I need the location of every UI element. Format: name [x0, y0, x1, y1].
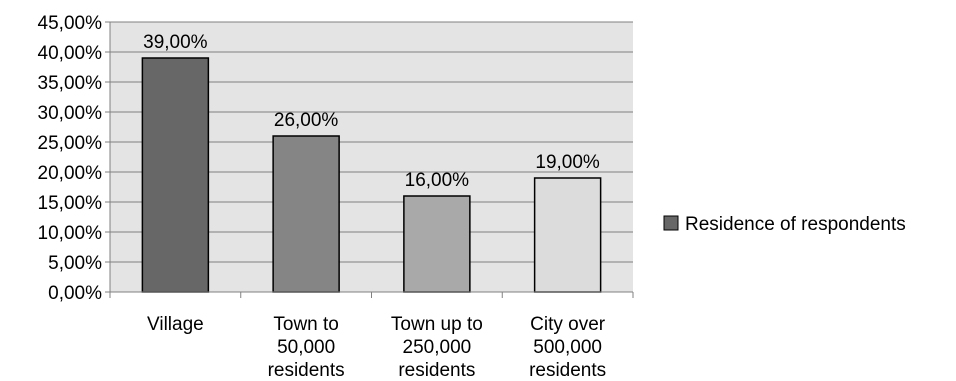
category-label: Town up to 250,000 residents: [391, 314, 483, 381]
y-tick-label: 30,00%: [38, 103, 103, 124]
data-label: 16,00%: [405, 170, 470, 191]
y-tick-label: 10,00%: [38, 223, 103, 244]
bar: [141, 57, 210, 293]
bar: [403, 195, 471, 293]
category-label: Village: [147, 314, 204, 335]
category-label: City over 500,000 residents: [529, 314, 606, 381]
legend-label: Residence of respondents: [685, 214, 906, 235]
bars: [141, 57, 602, 293]
y-tick-label: 25,00%: [38, 133, 103, 154]
axes: [109, 22, 634, 298]
y-tick-label: 45,00%: [38, 13, 103, 34]
y-tick-label: 0,00%: [48, 283, 102, 304]
y-tick-label: 40,00%: [38, 43, 103, 64]
bar: [272, 135, 340, 293]
bar: [533, 177, 602, 293]
y-tick-labels: 0,00% 5,00% 10,00% 15,00% 20,00% 25,00% 30,00%…: [38, 13, 103, 304]
category-label: Town to 50,000 residents: [268, 314, 345, 381]
data-label: 39,00%: [143, 32, 208, 53]
y-tick-label: 35,00%: [38, 73, 103, 94]
legend: Residence of respondents: [663, 214, 906, 235]
y-tick-label: 15,00%: [38, 193, 103, 214]
data-label: 26,00%: [274, 110, 339, 131]
category-labels: Village Town to 50,000 residents Town up to 2…: [147, 314, 606, 381]
data-label: 19,00%: [535, 152, 600, 173]
y-tick-label: 5,00%: [48, 253, 102, 274]
data-labels: 39,00% 26,00% 16,00% 19,00%: [143, 32, 600, 191]
y-tick-label: 20,00%: [38, 163, 103, 184]
legend-swatch: [663, 215, 679, 231]
